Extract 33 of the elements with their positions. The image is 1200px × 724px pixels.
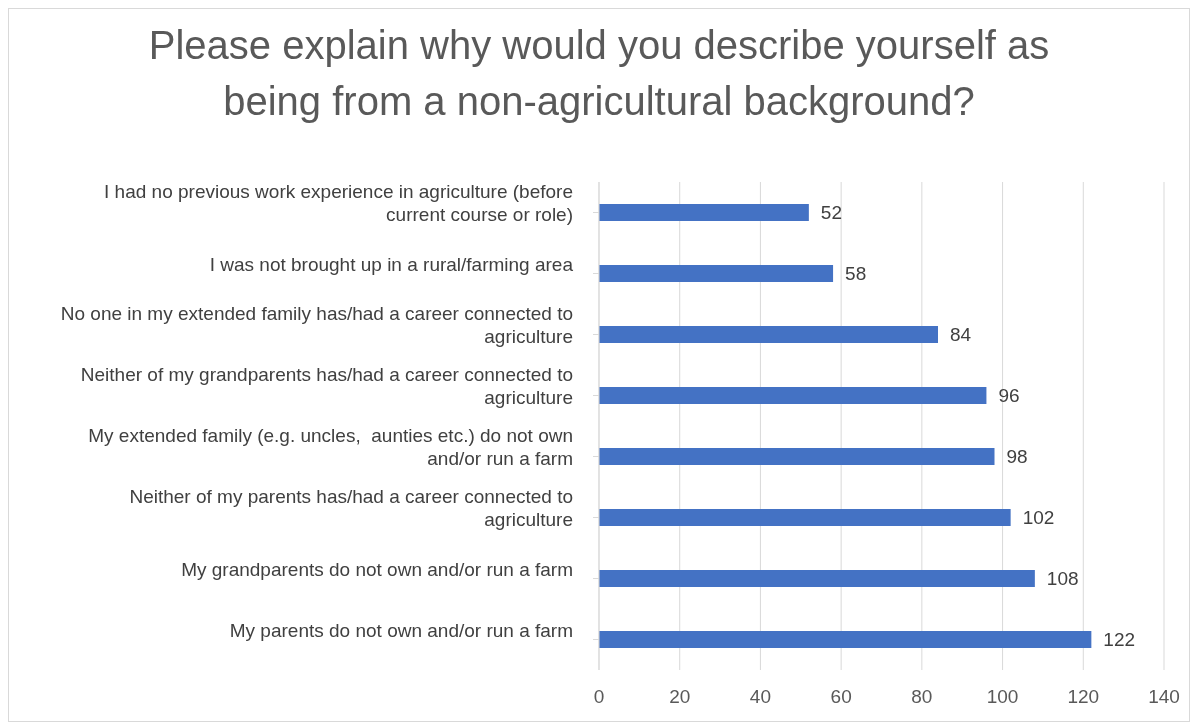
x-tick-label: 140 (1148, 686, 1180, 708)
y-tick-label: Neither of my parents has/had a career connected to agriculture (129, 485, 573, 531)
bar (599, 448, 995, 465)
x-tick-label: 120 (1067, 686, 1100, 708)
bar (599, 570, 1035, 587)
chart-title: Please explain why would you describe yourself as being from a non-agricultural background? (147, 22, 1051, 125)
data-label: 52 (820, 202, 842, 224)
bar (599, 265, 834, 282)
y-tick-label: Neither of my grandparents has/had a career connected to agriculture (80, 363, 573, 409)
bar (599, 204, 809, 221)
y-tick-label: My grandparents do not own and/or run a farm (181, 558, 573, 580)
data-label: 58 (845, 263, 867, 285)
bar (599, 509, 1011, 526)
x-tick-label: 40 (749, 686, 771, 708)
y-tick-label: My extended family (e.g. uncles, aunties etc.) do not own and/or run a farm (88, 424, 573, 470)
bar (599, 326, 938, 343)
data-label: 98 (1006, 446, 1028, 468)
x-tick-label: 100 (986, 686, 1019, 708)
bar (599, 387, 987, 404)
y-tick-label: I had no previous work experience in agriculture (before current course or role) (104, 180, 573, 226)
x-tick-label: 0 (593, 686, 605, 708)
y-tick-label: I was not brought up in a rural/farming area (209, 253, 574, 275)
data-label: 96 (998, 385, 1020, 407)
x-tick-label: 20 (669, 686, 691, 708)
bar (599, 631, 1092, 648)
x-tick-label: 60 (830, 686, 852, 708)
data-label: 108 (1046, 568, 1079, 590)
x-tick-label: 80 (911, 686, 933, 708)
data-label: 84 (950, 324, 972, 346)
y-tick-label: No one in my extended family has/had a career connected to agriculture (60, 302, 573, 348)
data-label: 122 (1103, 629, 1136, 651)
data-label: 102 (1022, 507, 1055, 529)
y-tick-label: My parents do not own and/or run a farm (229, 619, 573, 641)
